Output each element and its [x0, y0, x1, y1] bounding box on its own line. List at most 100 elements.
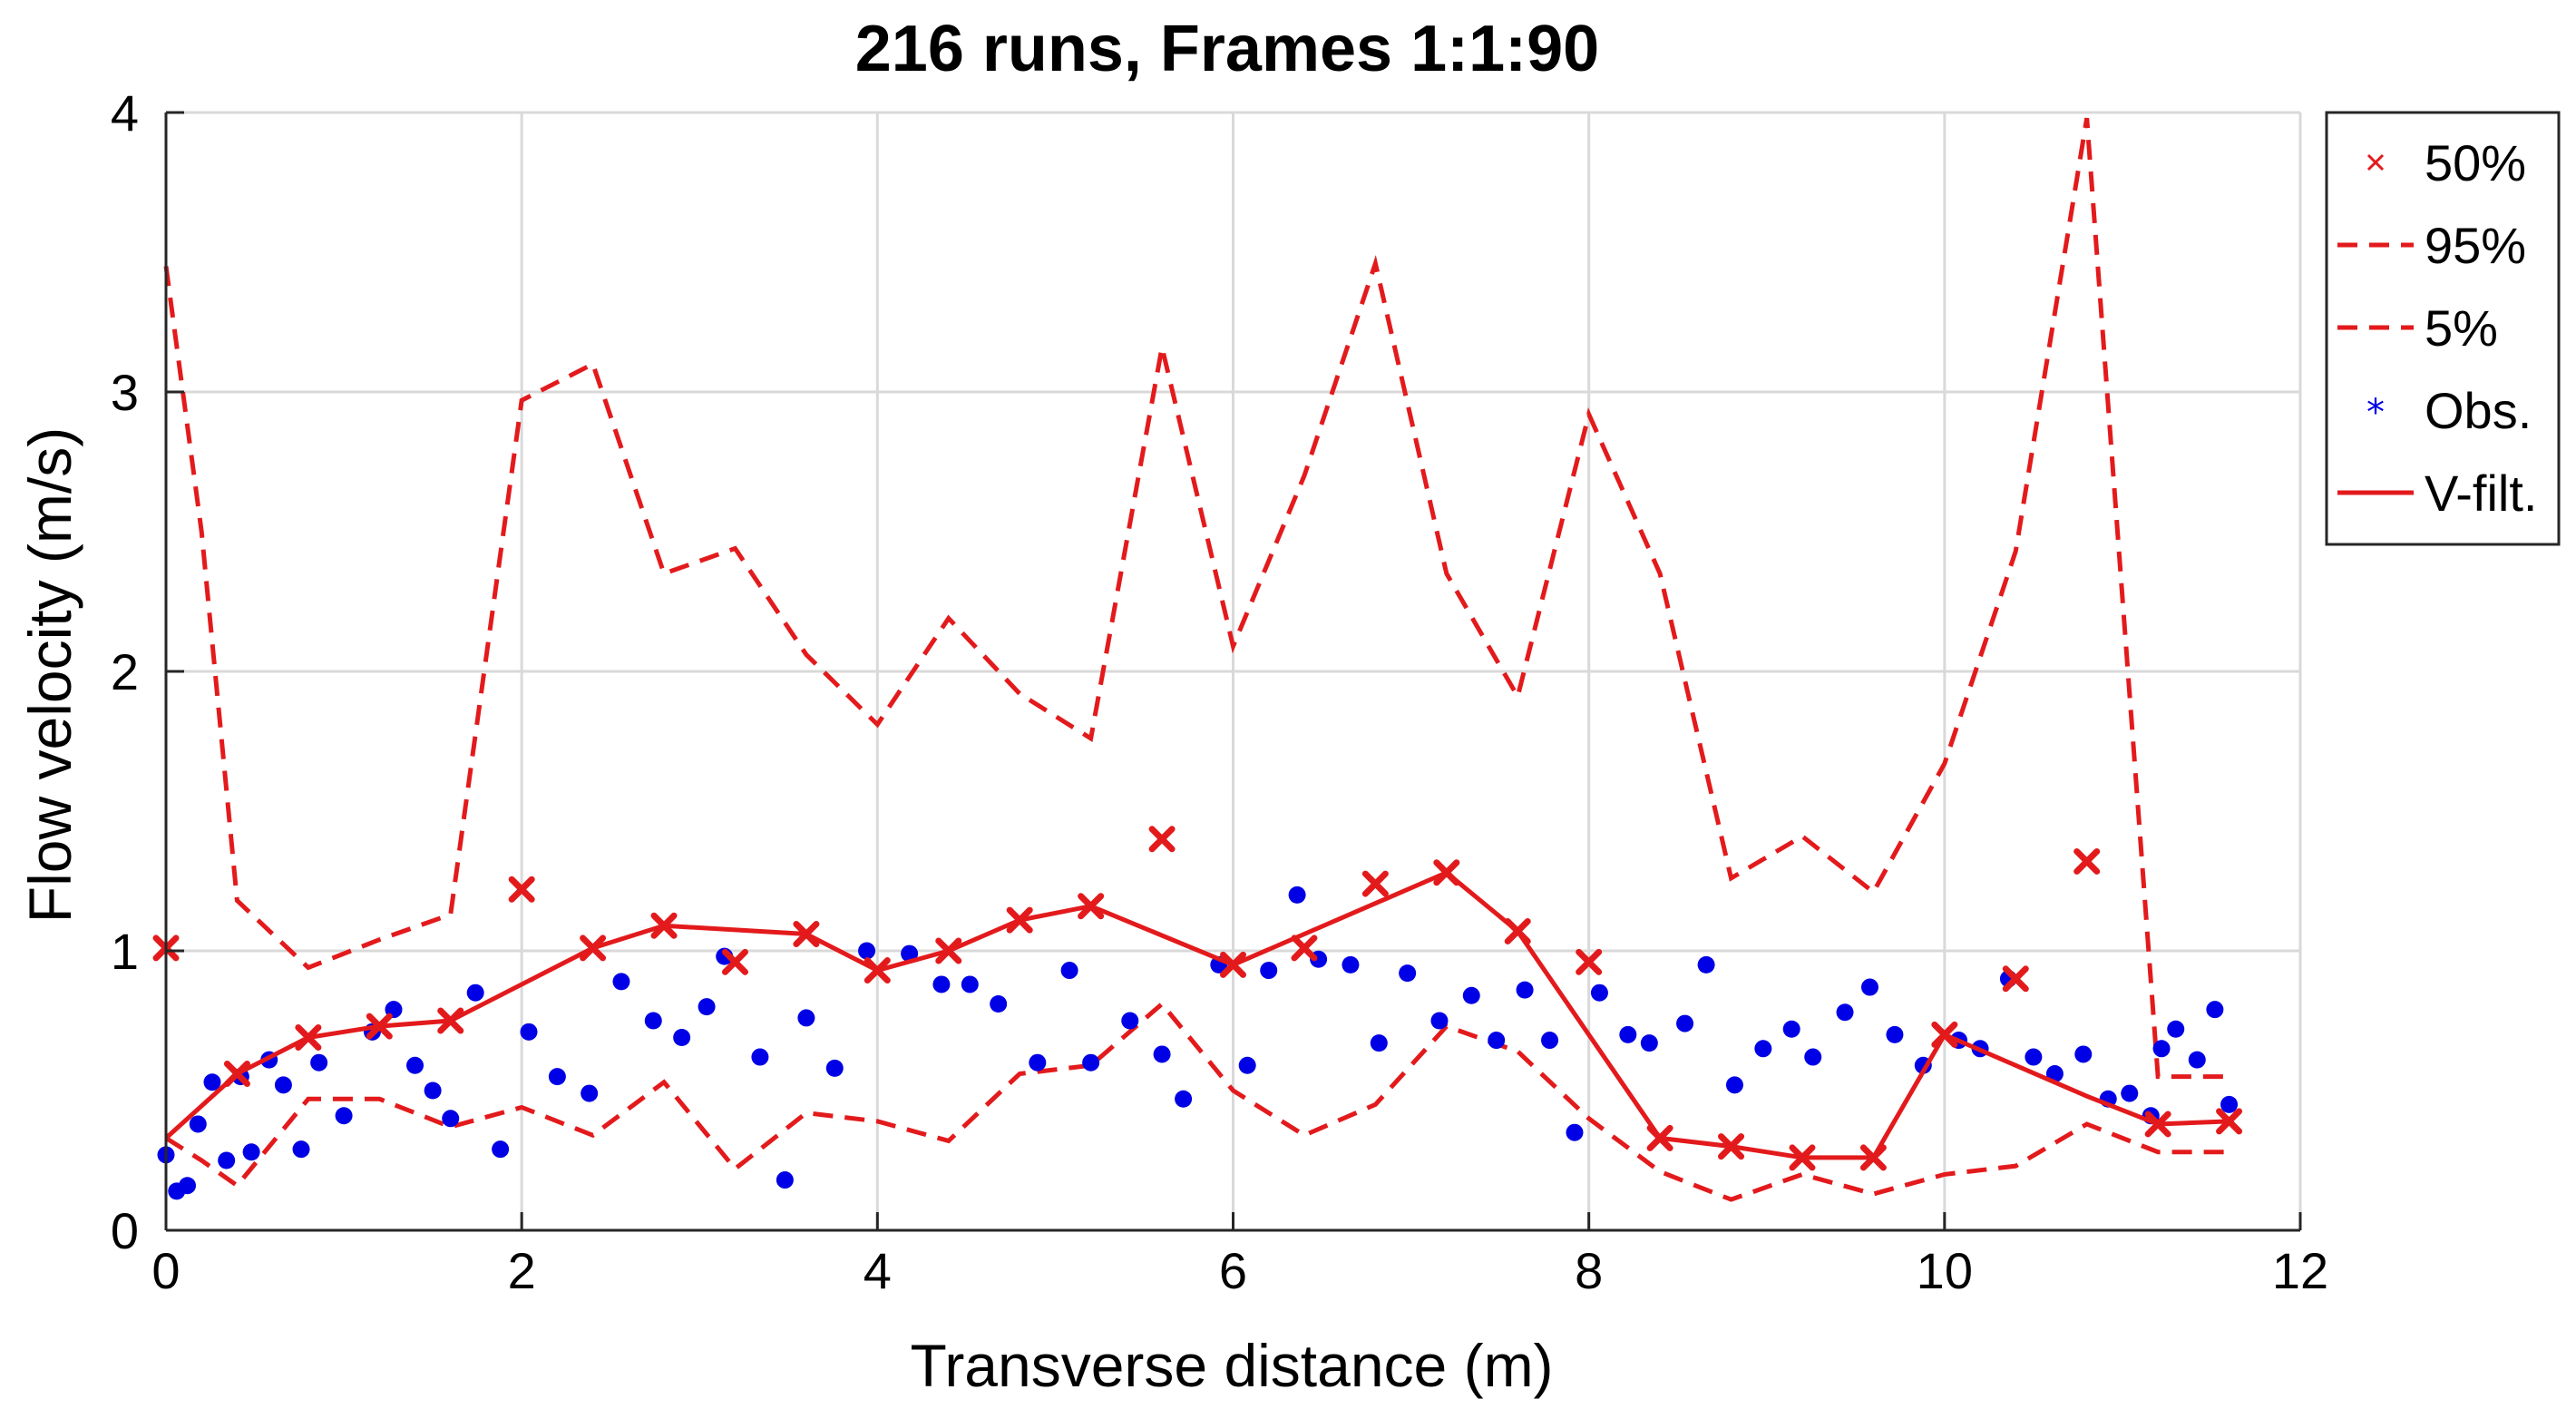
median-marker: [580, 935, 607, 962]
obs-point: [1121, 1012, 1139, 1030]
y-tick-label: 0: [111, 1202, 139, 1259]
obs-point: [673, 1028, 691, 1046]
median-marker-stroke: [1504, 917, 1531, 944]
obs-point: [218, 1151, 236, 1169]
median-marker-stroke: [1361, 870, 1389, 897]
median-marker-stroke: [295, 1023, 322, 1051]
obs-point: [1836, 1003, 1854, 1022]
legend-label-obs: Obs.: [2425, 382, 2532, 439]
obs-point: [274, 1076, 292, 1094]
obs-point: [2188, 1051, 2206, 1069]
obs-point: [1342, 955, 1360, 974]
legend-label-95: 95%: [2425, 217, 2526, 274]
y-tick-label: 1: [111, 923, 139, 980]
median-marker-stroke: [2144, 1111, 2171, 1138]
median-marker: [1433, 859, 1460, 886]
obs-point: [1488, 1032, 1506, 1050]
obs-point: [189, 1115, 207, 1133]
obs-point: [901, 944, 919, 963]
legend-label-50: 50%: [2425, 134, 2526, 191]
obs-point: [1260, 962, 1278, 980]
median-marker: [1718, 1133, 1745, 1160]
median-marker-stroke: [1078, 893, 1105, 920]
x-tick-label: 12: [2272, 1242, 2328, 1299]
obs-point: [492, 1140, 510, 1159]
median-marker-stroke: [1576, 948, 1603, 975]
median-marker-stroke: [1789, 1144, 1816, 1171]
series-layer: [152, 117, 2243, 1202]
obs-point: [406, 1056, 424, 1074]
obs-point: [292, 1140, 310, 1159]
obs-point: [990, 995, 1008, 1013]
axes: [164, 111, 2302, 1232]
median-marker: [1504, 917, 1531, 944]
obs-point: [2074, 1045, 2093, 1063]
median-marker: [223, 1061, 250, 1088]
median-marker-stroke: [580, 935, 607, 962]
obs-point: [424, 1081, 442, 1100]
median-marker: [2073, 847, 2101, 875]
legend-marker-x: [2366, 153, 2385, 171]
median-marker-stroke: [1433, 859, 1460, 886]
median-marker-stroke: [508, 876, 535, 903]
median-marker-stroke: [1931, 1021, 1958, 1048]
median-marker: [437, 1007, 464, 1034]
obs-point: [1566, 1123, 1584, 1141]
median-marker-stroke: [1859, 1144, 1887, 1171]
median-marker-stroke: [2002, 965, 2029, 993]
x-tick-label: 4: [864, 1242, 892, 1299]
obs-point: [932, 975, 951, 993]
median-marker: [2002, 965, 2029, 993]
obs-point: [1697, 955, 1715, 974]
median-marker: [366, 1013, 393, 1040]
legend-box: [2325, 111, 2561, 546]
obs-point: [1640, 1034, 1658, 1052]
obs-point: [466, 984, 484, 1002]
obs-point: [2167, 1020, 2185, 1038]
median-marker: [1291, 935, 1318, 962]
obs-point: [1399, 964, 1417, 983]
median-marker: [721, 948, 748, 975]
obs-point: [1541, 1032, 1559, 1050]
median-marker: [295, 1023, 322, 1051]
obs-point: [751, 1048, 769, 1066]
x-tick-label: 2: [508, 1242, 536, 1299]
obs-point: [242, 1143, 260, 1161]
median-marker: [650, 912, 678, 939]
obs-point: [1619, 1025, 1637, 1043]
obs-point: [1462, 986, 1480, 1004]
obs-point: [1153, 1045, 1171, 1063]
median-marker-stroke: [1291, 935, 1318, 962]
median-marker-stroke: [2073, 847, 2101, 875]
obs-point: [2206, 1001, 2224, 1019]
y-tick-label: 4: [111, 84, 139, 142]
obs-point: [698, 998, 716, 1016]
median-marker: [1646, 1124, 1673, 1151]
median-marker: [1148, 826, 1176, 853]
median-marker: [1859, 1144, 1887, 1171]
obs-point: [1516, 981, 1534, 999]
obs-point: [581, 1084, 599, 1102]
median-marker: [1078, 893, 1105, 920]
obs-point: [1754, 1040, 1772, 1058]
x-axis-label: Transverse distance (m): [910, 1332, 1553, 1399]
median-marker-stroke: [935, 937, 962, 964]
obs-point: [612, 973, 630, 991]
obs-point: [2152, 1040, 2171, 1058]
x-tick-label: 0: [151, 1242, 180, 1299]
legend-label-vfilt: V-filt.: [2425, 465, 2537, 522]
legend-marker-star: *: [2366, 392, 2385, 434]
obs-point: [179, 1177, 197, 1195]
obs-point: [1860, 978, 1878, 996]
obs-point: [1886, 1025, 1904, 1043]
obs-point: [1370, 1034, 1388, 1052]
obs-point: [203, 1073, 221, 1091]
obs-point: [644, 1012, 662, 1030]
obs-point: [797, 1009, 815, 1027]
median-marker-stroke: [1718, 1133, 1745, 1160]
obs-point: [1676, 1014, 1694, 1032]
median-marker-stroke: [437, 1007, 464, 1034]
y-tick-label: 3: [111, 364, 139, 421]
obs-point: [961, 975, 979, 993]
